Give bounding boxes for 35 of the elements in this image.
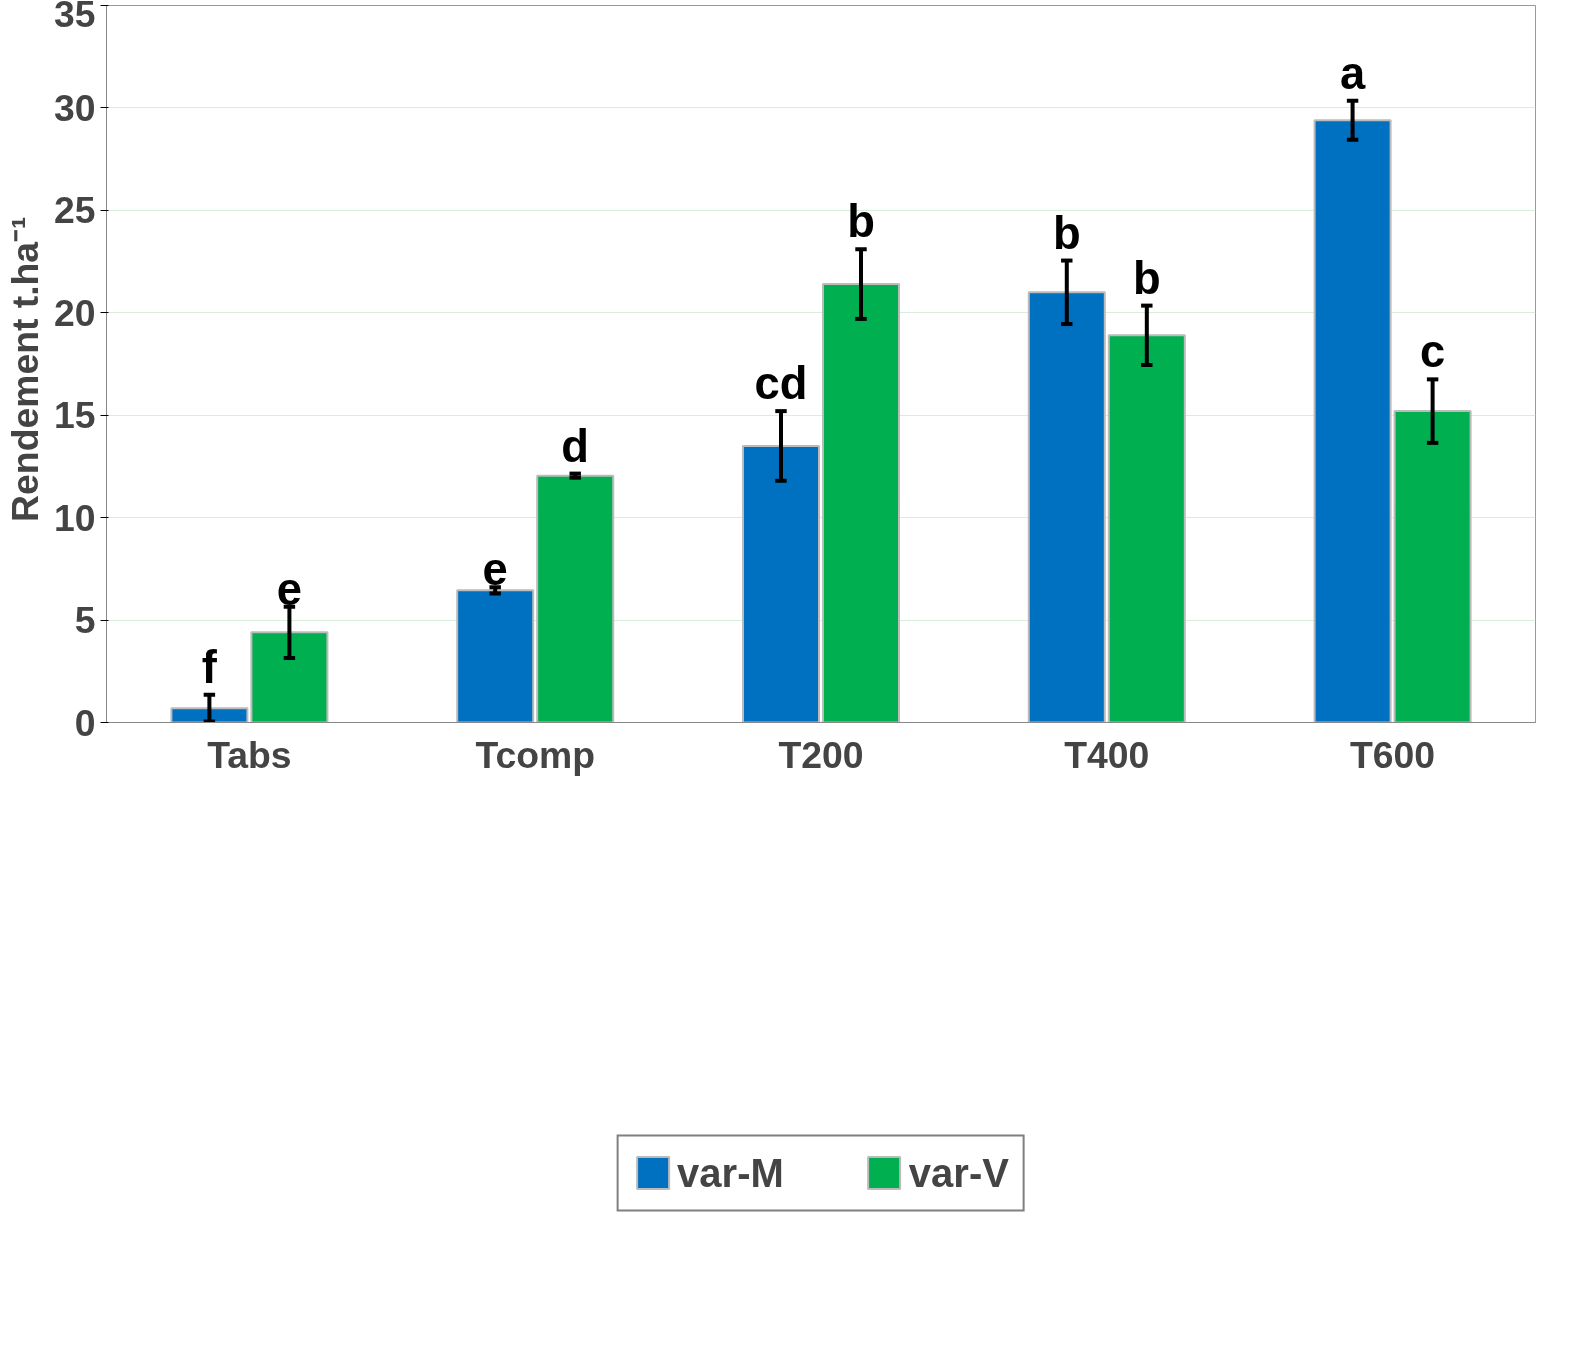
y-axis-title: Rendement t.ha⁻¹	[3, 216, 46, 522]
data-label: a	[1339, 47, 1366, 99]
y-tick-label: 10	[53, 496, 96, 539]
x-tick-label: T600	[1350, 733, 1436, 776]
legend-label: var-V	[908, 1150, 1009, 1196]
data-label: b	[1052, 207, 1081, 259]
data-label: cd	[754, 358, 808, 410]
bar	[250, 631, 329, 723]
bar	[1393, 410, 1472, 723]
y-tick-label: 25	[53, 189, 96, 232]
bar	[536, 474, 615, 723]
data-label: e	[482, 544, 508, 596]
data-label: c	[1420, 326, 1446, 378]
bar	[1313, 119, 1392, 723]
data-label: d	[561, 420, 590, 472]
y-tick-label: 30	[53, 86, 96, 129]
x-tick-label: T400	[1064, 733, 1150, 776]
bar	[741, 444, 820, 723]
data-label: b	[847, 196, 875, 248]
legend-label: var-M	[677, 1150, 784, 1196]
y-tick-label: 0	[74, 701, 96, 744]
y-tick-label: 15	[53, 394, 96, 437]
bar	[1107, 334, 1186, 723]
x-tick-label: Tcomp	[475, 733, 595, 776]
x-tick-label: T200	[778, 733, 864, 776]
y-tick-label: 35	[53, 0, 96, 35]
data-label: b	[1132, 252, 1161, 304]
x-tick-label: Tabs	[207, 733, 292, 776]
y-tick-label: 20	[53, 291, 96, 334]
data-label: e	[276, 563, 303, 615]
y-tick-label: 5	[74, 599, 96, 642]
bar	[1027, 291, 1106, 723]
bar	[822, 283, 901, 723]
bar	[456, 589, 535, 723]
data-label: f	[201, 641, 218, 693]
